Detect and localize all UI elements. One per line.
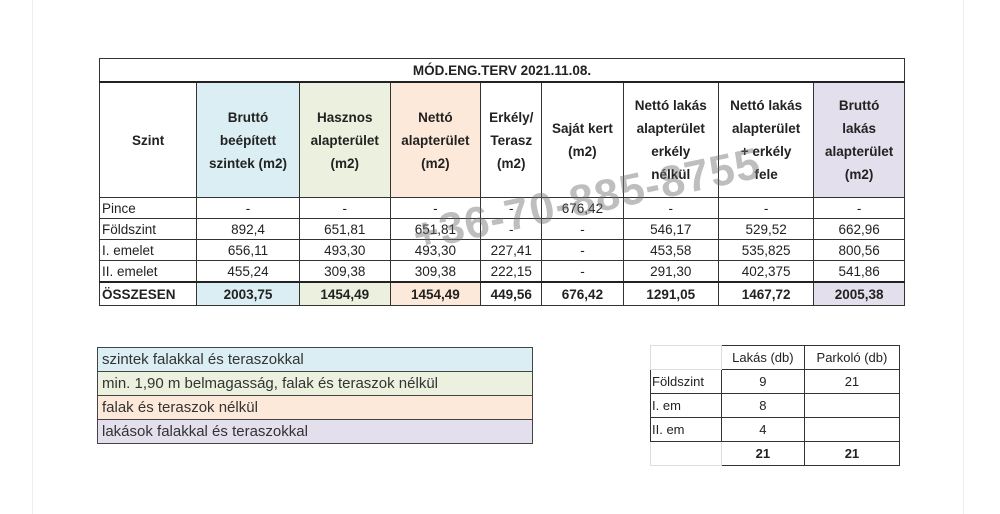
table-cell: Földszint xyxy=(98,218,198,240)
summary-row: Földszint 9 21 xyxy=(650,369,901,394)
unit-count-table: Lakás (db) Parkoló (db) Földszint 9 21 I. e… xyxy=(650,345,901,466)
table-cell: 800,56 xyxy=(813,239,905,261)
header-cell: Bruttó beépített szintek (m2) xyxy=(196,81,300,198)
summary-cell: 8 xyxy=(720,393,805,418)
table-cell: - xyxy=(480,197,543,219)
header-cell: Bruttó lakás alapterület (m2) xyxy=(813,81,905,198)
total-row: ÖSSZESEN 2003,75 1454,49 1454,49 449,56 … xyxy=(98,281,905,306)
total-cell: 2005,38 xyxy=(813,281,905,306)
table-cell: 493,30 xyxy=(298,239,391,261)
area-table: MÓD.ENG.TERV 2021.11.08. Szint Bruttó be… xyxy=(98,58,905,306)
summary-cell: II. em xyxy=(650,417,722,442)
summary-cell: 9 xyxy=(720,369,805,394)
table-cell: - xyxy=(389,197,482,219)
table-cell: 892,4 xyxy=(196,218,300,240)
table-cell: 309,38 xyxy=(298,260,391,283)
summary-cell xyxy=(803,417,901,442)
table-cell: 455,24 xyxy=(196,260,300,283)
summary-total: 21 xyxy=(803,441,901,466)
total-cell: ÖSSZESEN xyxy=(98,281,198,306)
table-cell: 546,17 xyxy=(622,218,719,240)
table-cell: 453,58 xyxy=(622,239,719,261)
table-cell: - xyxy=(196,197,300,219)
table-cell: 227,41 xyxy=(480,239,543,261)
summary-header: Parkoló (db) xyxy=(803,345,901,370)
summary-total xyxy=(650,441,722,466)
table-cell: 541,86 xyxy=(813,260,905,283)
summary-header: Lakás (db) xyxy=(720,345,805,370)
table-cell: 222,15 xyxy=(480,260,543,283)
color-legend: szintek falakkal és teraszokkal min. 1,9… xyxy=(97,347,533,444)
header-cell: Saját kert (m2) xyxy=(541,81,624,198)
header-cell: Szint xyxy=(98,81,198,198)
table-cell: 309,38 xyxy=(389,260,482,283)
summary-total: 21 xyxy=(720,441,805,466)
legend-item-purple: lakások falakkal és teraszokkal xyxy=(97,419,533,444)
table-cell: 662,96 xyxy=(813,218,905,240)
table-cell: Pince xyxy=(98,197,198,219)
table-title: MÓD.ENG.TERV 2021.11.08. xyxy=(99,58,905,83)
table-cell: - xyxy=(622,197,719,219)
table-cell: - xyxy=(541,218,624,240)
table-cell: 651,81 xyxy=(389,218,482,240)
table-cell: II. emelet xyxy=(98,260,198,283)
table-cell: - xyxy=(298,197,391,219)
summary-row: II. em 4 xyxy=(650,417,901,442)
table-cell: 535,825 xyxy=(717,239,815,261)
summary-cell: Földszint xyxy=(650,369,722,394)
summary-row: I. em 8 xyxy=(650,393,901,418)
total-cell: 1467,72 xyxy=(717,281,815,306)
table-cell: 651,81 xyxy=(298,218,391,240)
table-row: I. emelet 656,11 493,30 493,30 227,41-453,58… xyxy=(98,239,905,261)
table-row: Földszint 892,4 651,81 651,81- -546,17 529,52… xyxy=(98,218,905,240)
header-cell: Nettó lakás alapterület + erkély fele xyxy=(717,81,815,198)
summary-header xyxy=(650,345,722,370)
table-row: II. emelet 455,24 309,38 309,38 222,15-291,3… xyxy=(98,260,905,283)
legend-item-blue: szintek falakkal és teraszokkal xyxy=(97,347,533,372)
table-cell: - xyxy=(717,197,815,219)
total-cell: 1454,49 xyxy=(389,281,482,306)
legend-item-green: min. 1,90 m belmagasság, falak és terasz… xyxy=(97,371,533,396)
table-cell: - xyxy=(480,218,543,240)
table-cell: - xyxy=(541,260,624,283)
table-row: Pince - - - -676,42- - - xyxy=(98,197,905,219)
total-cell: 1291,05 xyxy=(622,281,719,306)
summary-cell: 21 xyxy=(803,369,901,394)
legend-item-orange: falak és teraszok nélkül xyxy=(97,395,533,420)
table-cell: 402,375 xyxy=(717,260,815,283)
total-cell: 676,42 xyxy=(541,281,624,306)
table-cell: 493,30 xyxy=(389,239,482,261)
header-cell: Nettó lakás alapterület erkély nélkül xyxy=(622,81,719,198)
total-cell: 449,56 xyxy=(480,281,543,306)
header-cell: Hasznos alapterület (m2) xyxy=(298,81,391,198)
total-cell: 1454,49 xyxy=(298,281,391,306)
summary-cell xyxy=(803,393,901,418)
header-cell: Erkély/ Terasz (m2) xyxy=(480,81,543,198)
table-cell: I. emelet xyxy=(98,239,198,261)
table-cell: - xyxy=(541,239,624,261)
table-cell: 529,52 xyxy=(717,218,815,240)
table-cell: 291,30 xyxy=(622,260,719,283)
summary-cell: I. em xyxy=(650,393,722,418)
summary-cell: 4 xyxy=(720,417,805,442)
table-cell: 656,11 xyxy=(196,239,300,261)
table-cell: - xyxy=(813,197,905,219)
total-cell: 2003,75 xyxy=(196,281,300,306)
header-cell: Nettó alapterület (m2) xyxy=(389,81,482,198)
header-row: Szint Bruttó beépített szintek (m2) Hasz… xyxy=(98,81,905,198)
table-cell: 676,42 xyxy=(541,197,624,219)
